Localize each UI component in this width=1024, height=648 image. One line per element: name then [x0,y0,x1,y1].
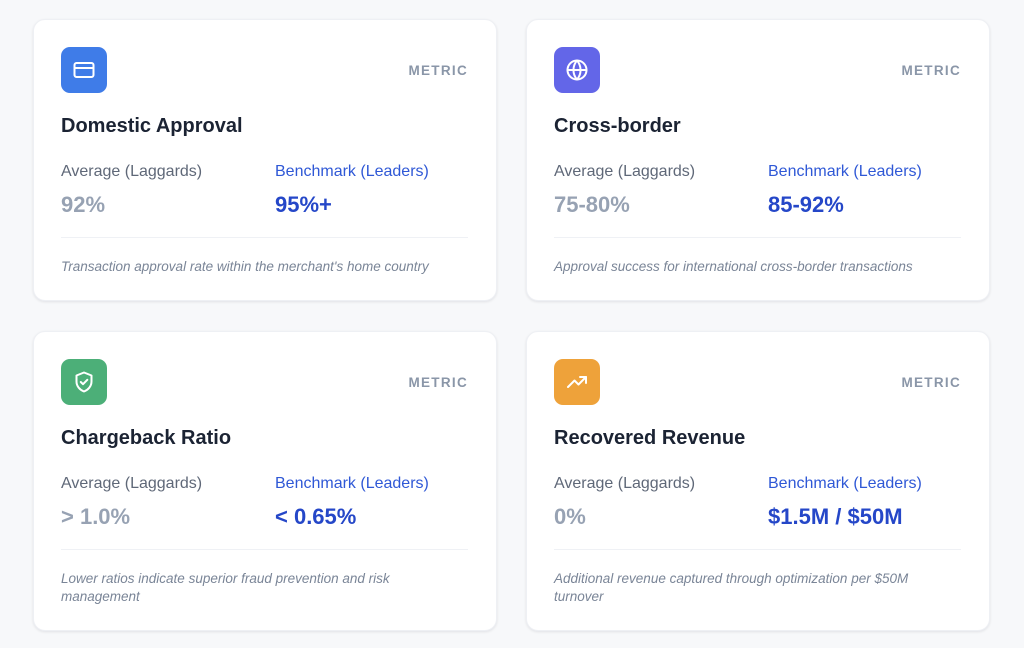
benchmark-value: 95%+ [275,192,332,217]
metric-card-chargeback-ratio: METRIC Chargeback Ratio Average (Laggard… [33,331,497,631]
metric-tag: METRIC [901,375,961,390]
card-description: Lower ratios indicate superior fraud pre… [61,571,390,604]
average-value: 75-80% [554,192,630,217]
benchmark-label: Benchmark (Leaders) [275,163,429,180]
benchmark-label: Benchmark (Leaders) [768,163,922,180]
benchmark-value: < 0.65% [275,504,357,529]
card-description: Additional revenue captured through opti… [554,571,909,604]
metric-card-domestic-approval: METRIC Domestic Approval Average (Laggar… [33,19,497,301]
metric-card-recovered-revenue: METRIC Recovered Revenue Average (Laggar… [526,331,990,631]
metric-tag: METRIC [408,375,468,390]
average-label: Average (Laggards) [554,163,696,180]
card-description: Approval success for international cross… [554,259,913,274]
metric-card-cross-border: METRIC Cross-border Average (Laggards) B… [526,19,990,301]
benchmark-label: Benchmark (Leaders) [275,475,429,492]
benchmark-value: $1.5M / $50M [768,504,903,529]
divider [61,549,468,550]
metric-tag: METRIC [408,63,468,78]
credit-card-icon [61,47,107,93]
card-title: Domestic Approval [61,115,243,137]
average-label: Average (Laggards) [61,475,203,492]
metric-tag: METRIC [901,63,961,78]
card-title: Chargeback Ratio [61,427,232,449]
benchmark-value: 85-92% [768,192,844,217]
average-label: Average (Laggards) [554,475,696,492]
card-description: Transaction approval rate within the mer… [61,259,429,274]
trending-up-icon [554,359,600,405]
divider [554,237,961,238]
average-label: Average (Laggards) [61,163,203,180]
average-value: > 1.0% [61,504,131,529]
card-title: Recovered Revenue [554,427,746,449]
benchmark-label: Benchmark (Leaders) [768,475,922,492]
average-value: 92% [61,192,106,217]
divider [554,549,961,550]
card-title: Cross-border [554,115,681,137]
globe-icon [554,47,600,93]
shield-check-icon [61,359,107,405]
average-value: 0% [554,504,586,529]
divider [61,237,468,238]
